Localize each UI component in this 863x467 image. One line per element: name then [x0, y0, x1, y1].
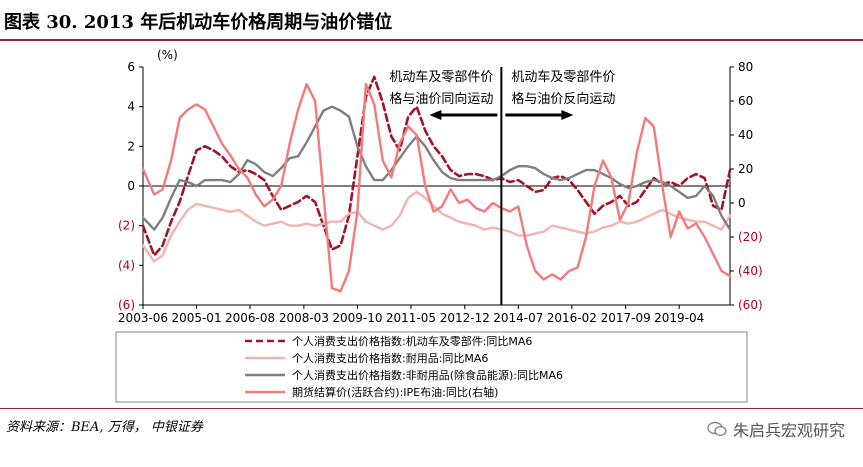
series-line-4	[141, 82, 732, 293]
brand-name: 朱启兵宏观研究	[732, 421, 845, 440]
x-tick-label: 2019-04	[654, 311, 704, 325]
x-tick-label: 2009-10	[332, 311, 382, 325]
right-tick-label: 20	[738, 162, 753, 176]
legend-label-3: 个人消费支出价格指数:非耐用品(除食品能源):同比MA6	[292, 368, 563, 382]
right-tick-label: 40	[738, 128, 753, 142]
source-note: 资料来源：BEA, 万得， 中银证券	[6, 420, 203, 435]
title-divider	[0, 39, 863, 41]
x-tick-label: 2008-03	[279, 311, 329, 325]
annotation-right-line: 格与油价反向运动	[511, 91, 615, 107]
x-tick-label: 2003-06	[118, 311, 168, 325]
left-tick-label: 2	[127, 139, 135, 153]
chart-legend: 个人消费支出价格指数:机动车及零部件:同比MA6 个人消费支出价格指数:耐用品:同…	[115, 331, 748, 403]
brand-watermark: 朱启兵宏观研究	[707, 417, 845, 441]
annotation-right-line: 机动车及零部件价	[511, 69, 615, 85]
left-axis-unit: (%)	[157, 48, 178, 62]
arrow-left-head	[429, 110, 442, 120]
wechat-icon	[707, 421, 727, 437]
annotation-left-line: 格与油价同向运动	[389, 91, 493, 107]
legend-box	[115, 331, 748, 403]
left-tick-label: (2)	[118, 219, 135, 233]
chart: 6420(2)(4)(6)(%)806040200(20)(40)(60)200…	[115, 48, 763, 403]
page-title: 图表 30. 2013 年后机动车价格周期与油价错位	[4, 12, 393, 33]
x-tick-label: 2005-01	[171, 311, 221, 325]
left-tick-label: (6)	[118, 298, 135, 312]
right-tick-label: (20)	[738, 230, 763, 244]
right-tick-label: 80	[738, 60, 753, 74]
right-tick-label: 60	[738, 94, 753, 108]
left-tick-label: 0	[127, 179, 135, 193]
series-line-2	[141, 190, 732, 263]
title-bar: 图表 30. 2013 年后机动车价格周期与油价错位	[0, 0, 863, 41]
left-tick-label: 6	[127, 60, 135, 74]
right-tick-label: (40)	[738, 264, 763, 278]
left-tick-label: (4)	[118, 258, 135, 272]
x-tick-label: 2011-05	[386, 311, 436, 325]
x-tick-label: 2006-08	[225, 311, 275, 325]
chart-plot-area	[141, 67, 732, 305]
legend-label-1: 个人消费支出价格指数:机动车及零部件:同比MA6	[292, 334, 532, 348]
legend-label-2: 个人消费支出价格指数:耐用品:同比MA6	[292, 351, 488, 365]
series-line-3	[141, 105, 732, 231]
x-tick-label: 2012-12	[440, 311, 490, 325]
annotation-left-line: 机动车及零部件价	[389, 69, 493, 85]
footer-divider	[0, 408, 863, 409]
left-tick-label: 4	[127, 100, 135, 114]
arrow-right-head	[561, 110, 574, 120]
x-tick-label: 2017-09	[601, 311, 651, 325]
x-tick-label: 2016-02	[547, 311, 597, 325]
right-tick-label: 0	[738, 196, 746, 210]
series-line-1	[141, 75, 732, 257]
x-tick-label: 2014-07	[493, 311, 543, 325]
right-tick-label: (60)	[738, 298, 763, 312]
chart-axes: 6420(2)(4)(6)(%)806040200(20)(40)(60)200…	[118, 48, 763, 325]
legend-label-4: 期货结算价(活跃合约):IPE布油:同比(右轴)	[292, 385, 498, 399]
